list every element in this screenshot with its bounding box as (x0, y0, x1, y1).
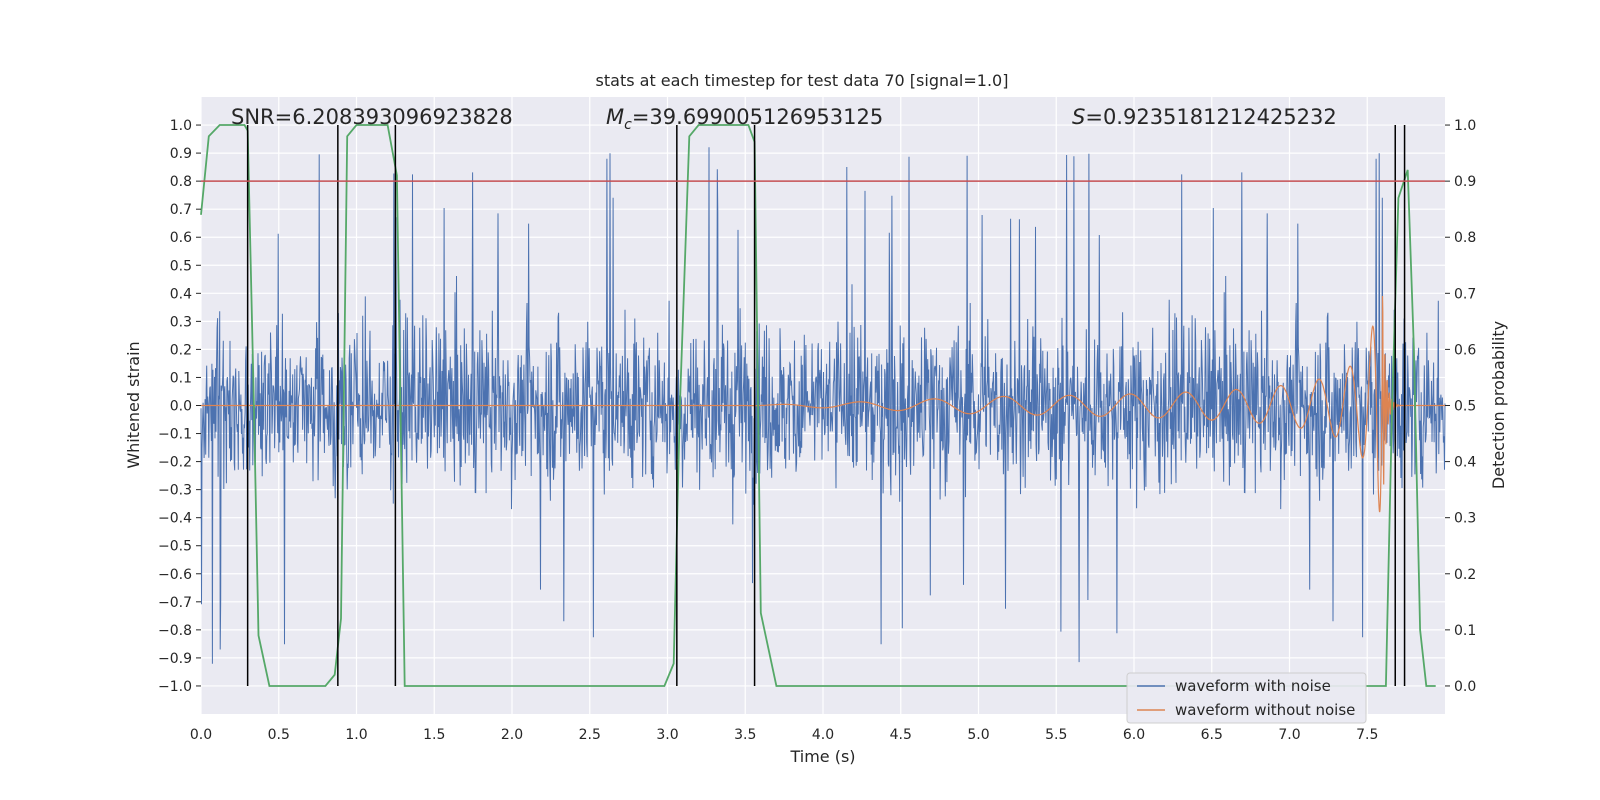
y2-tick-label: 0.5 (1454, 399, 1476, 415)
y-tick-label: 0.4 (170, 286, 192, 302)
vertical-markers (246, 125, 1406, 686)
snr-annotation: SNR=6.208393096923828 (231, 105, 513, 129)
x-tick-label: 6.5 (1201, 727, 1223, 743)
chirp-mass-symbol: M (606, 105, 624, 129)
y2-tick-label: 0.9 (1454, 174, 1476, 190)
y-tick-label: 0.0 (170, 399, 192, 415)
legend-label-noise: waveform with noise (1175, 677, 1331, 695)
x-tick-label: 3.5 (734, 727, 756, 743)
y-tick-label: −0.3 (158, 483, 192, 499)
x-tick-label: 5.5 (1045, 727, 1067, 743)
y-tick-label: 0.7 (170, 202, 192, 218)
s-value: =0.9235181212425232 (1085, 105, 1336, 129)
clean-series (201, 295, 1445, 513)
s-annotation: S=0.9235181212425232 (1072, 105, 1337, 129)
y-tick-label: −0.8 (158, 623, 192, 639)
x-axis: 0.0 0.5 1.0 1.5 2.0 2.5 3.0 3.5 4.0 4.5 5.0 5.5 6.0 6… (190, 727, 1379, 743)
legend-label-clean: waveform without noise (1175, 701, 1355, 719)
y-tick-label: 0.1 (170, 370, 192, 386)
y2-tick-label: 1.0 (1454, 118, 1476, 134)
noise-series (200, 147, 1446, 664)
y-tick-label: 0.5 (170, 258, 192, 274)
x-axis-title: Time (s) (789, 747, 855, 766)
x-tick-label: 0.0 (190, 727, 212, 743)
x-tick-label: 5.0 (967, 727, 989, 743)
y-tick-label: 0.3 (170, 314, 192, 330)
x-tick-label: 1.5 (423, 727, 445, 743)
chirp-mass-annotation: Mc=39.699005126953125 (606, 105, 883, 133)
y-axis-title: Whitened strain (124, 341, 143, 468)
left-axis: −1.0 −0.9 −0.8 −0.7 −0.6 −0.5 −0.4 −0.3 −0.2 −0.1… (158, 118, 201, 695)
y2-tick-label: 0.0 (1454, 679, 1476, 695)
x-tick-label: 7.5 (1356, 727, 1378, 743)
y2-tick-label: 0.2 (1454, 567, 1476, 583)
y-tick-label: −0.5 (158, 539, 192, 555)
s-symbol: S (1072, 105, 1085, 129)
y-tick-label: −0.7 (158, 595, 192, 611)
y-tick-label: −0.1 (158, 427, 192, 443)
probability-series (200, 124, 1436, 687)
y-tick-label: 1.0 (170, 118, 192, 134)
y-tick-label: −0.9 (158, 651, 192, 667)
y2-tick-label: 0.1 (1454, 623, 1476, 639)
x-tick-label: 0.5 (268, 727, 290, 743)
y2-tick-label: 0.8 (1454, 230, 1476, 246)
chirp-mass-subscript: c (624, 117, 632, 133)
y2-tick-label: 0.6 (1454, 342, 1476, 358)
legend-box (1126, 672, 1367, 724)
chart-title: stats at each timestep for test data 70 … (596, 71, 1009, 90)
y2-axis-title: Detection probability (1489, 321, 1508, 489)
y2-tick-label: 0.4 (1454, 455, 1476, 471)
y2-tick-label: 0.3 (1454, 511, 1476, 527)
y-tick-label: 0.9 (170, 146, 192, 162)
x-tick-label: 3.0 (656, 727, 678, 743)
x-tick-label: 4.0 (812, 727, 834, 743)
y-tick-label: −0.2 (158, 455, 192, 471)
y-tick-label: 0.6 (170, 230, 192, 246)
x-tick-label: 4.5 (890, 727, 912, 743)
noise-waveform-line (200, 147, 1446, 664)
y-tick-label: −1.0 (158, 679, 192, 695)
right-axis: 0.0 0.1 0.2 0.3 0.4 0.5 0.6 0.7 0.8 0.9 1.0 (1445, 118, 1476, 695)
x-tick-label: 7.0 (1278, 727, 1300, 743)
legend: waveform with noise waveform without noi… (1126, 672, 1367, 724)
clean-waveform-line (201, 295, 1445, 513)
x-tick-label: 6.0 (1123, 727, 1145, 743)
x-tick-label: 1.0 (345, 727, 367, 743)
x-tick-label: 2.5 (579, 727, 601, 743)
y-tick-label: 0.8 (170, 174, 192, 190)
y2-tick-label: 0.7 (1454, 286, 1476, 302)
x-tick-label: 2.0 (501, 727, 523, 743)
chirp-mass-value: =39.699005126953125 (632, 105, 883, 129)
detection-probability-line (200, 124, 1436, 687)
y-tick-label: 0.2 (170, 342, 192, 358)
y-tick-label: −0.4 (158, 511, 192, 527)
y-tick-label: −0.6 (158, 567, 192, 583)
